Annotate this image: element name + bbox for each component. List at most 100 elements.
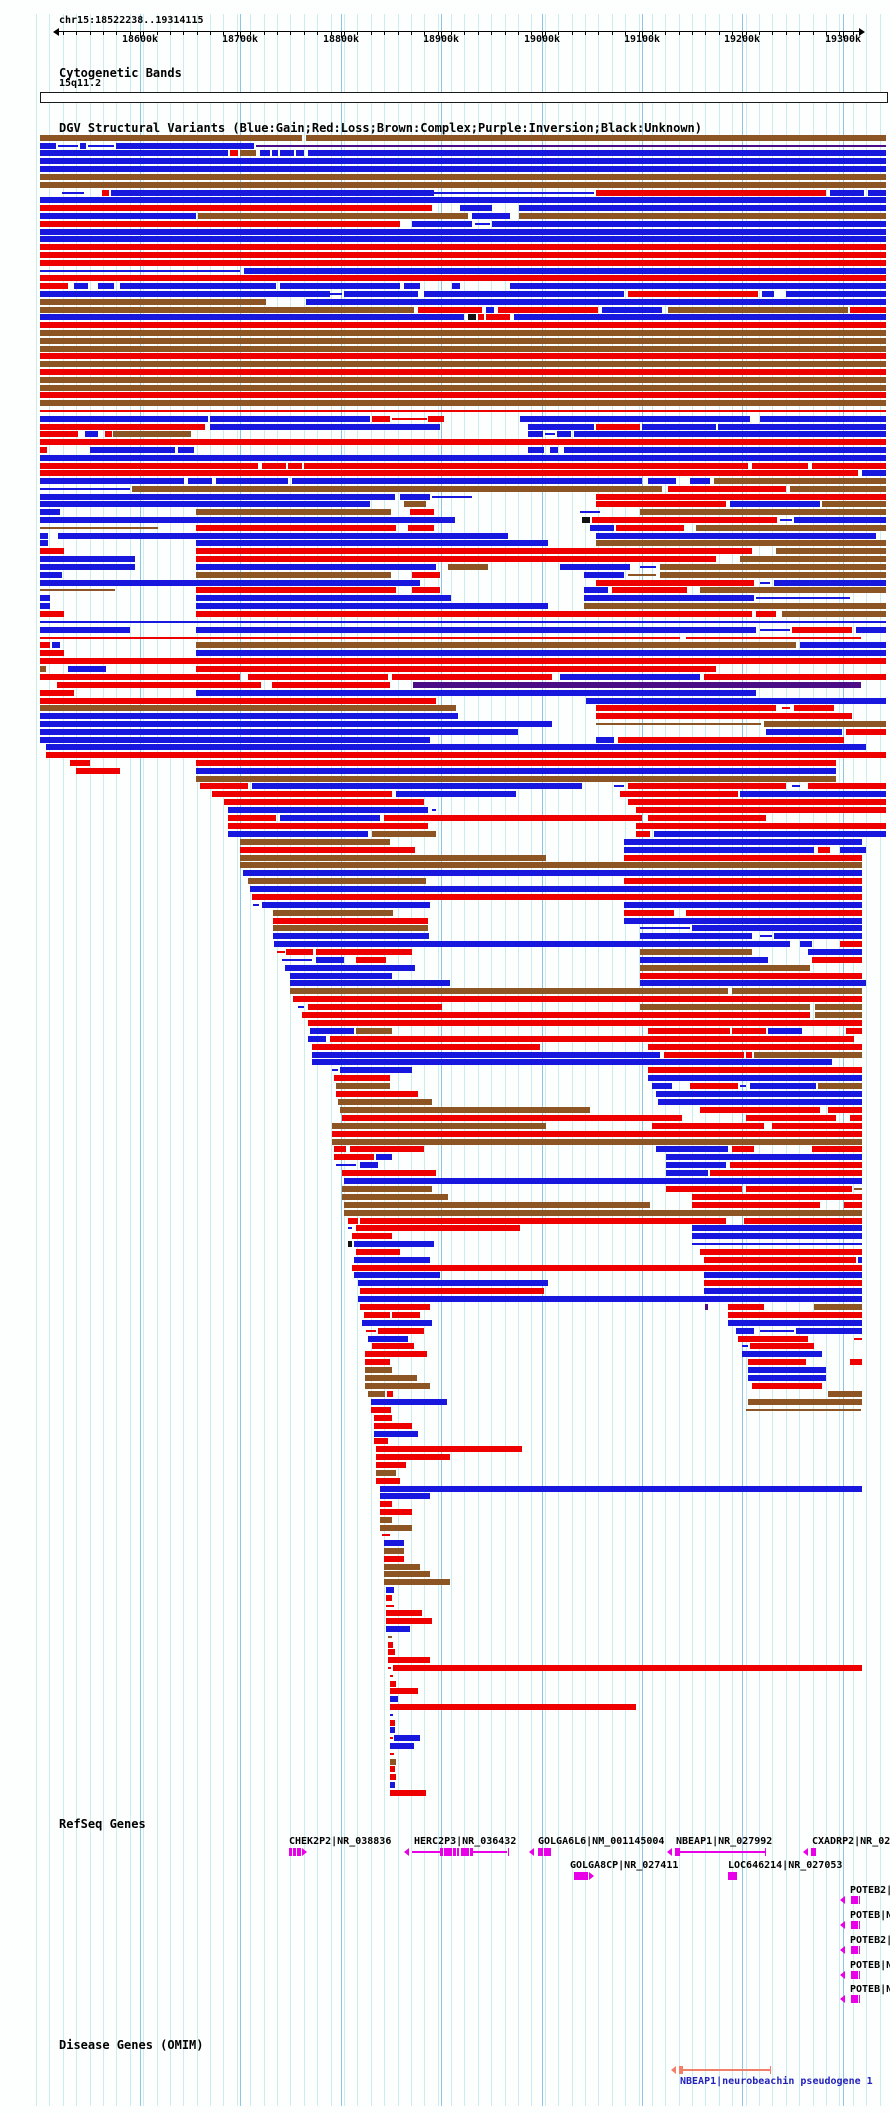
variant-segment[interactable] (46, 752, 886, 758)
variant-segment[interactable] (40, 713, 458, 719)
variant-segment[interactable] (858, 1257, 862, 1263)
variant-segment[interactable] (40, 330, 886, 336)
variant-segment[interactable] (580, 511, 600, 513)
gene-exon[interactable] (470, 1848, 473, 1856)
variant-segment[interactable] (68, 666, 106, 672)
variant-segment[interactable] (292, 478, 642, 484)
variant-segment[interactable] (390, 1688, 418, 1694)
variant-segment[interactable] (196, 525, 396, 531)
variant-segment[interactable] (386, 1626, 410, 1632)
variant-segment[interactable] (40, 548, 64, 554)
variant-segment[interactable] (365, 1367, 392, 1373)
variant-segment[interactable] (70, 760, 90, 766)
variant-segment[interactable] (228, 807, 428, 813)
variant-segment[interactable] (40, 260, 886, 266)
variant-segment[interactable] (686, 637, 861, 639)
variant-segment[interactable] (668, 486, 786, 492)
variant-segment[interactable] (228, 831, 368, 837)
variant-segment[interactable] (342, 1194, 448, 1200)
variant-segment[interactable] (510, 283, 886, 289)
variant-segment[interactable] (352, 1265, 862, 1271)
variant-segment[interactable] (730, 501, 820, 507)
variant-segment[interactable] (58, 533, 508, 539)
variant-segment[interactable] (40, 143, 56, 149)
variant-segment[interactable] (40, 463, 258, 469)
variant-segment[interactable] (40, 690, 74, 696)
variant-segment[interactable] (640, 1004, 810, 1010)
variant-segment[interactable] (286, 949, 313, 955)
variant-segment[interactable] (40, 666, 46, 672)
variant-segment[interactable] (372, 416, 390, 422)
variant-segment[interactable] (40, 658, 886, 664)
variant-segment[interactable] (330, 293, 342, 295)
variant-segment[interactable] (40, 270, 240, 272)
variant-segment[interactable] (746, 1409, 861, 1411)
variant-segment[interactable] (342, 1115, 682, 1121)
variant-segment[interactable] (85, 431, 98, 437)
variant-segment[interactable] (520, 416, 750, 422)
gene-exon[interactable] (444, 1848, 452, 1856)
variant-segment[interactable] (244, 268, 886, 274)
variant-segment[interactable] (732, 1028, 766, 1034)
variant-segment[interactable] (306, 135, 886, 141)
variant-segment[interactable] (392, 418, 427, 420)
variant-segment[interactable] (408, 525, 434, 531)
variant-segment[interactable] (200, 783, 248, 789)
variant-segment[interactable] (102, 190, 109, 196)
gene-exon[interactable] (538, 1848, 543, 1856)
variant-segment[interactable] (334, 1075, 390, 1081)
variant-segment[interactable] (862, 470, 886, 476)
variant-segment[interactable] (196, 603, 548, 609)
variant-segment[interactable] (393, 1665, 862, 1671)
variant-segment[interactable] (812, 957, 862, 963)
variant-segment[interactable] (40, 439, 886, 445)
variant-segment[interactable] (648, 1028, 730, 1034)
variant-segment[interactable] (40, 705, 456, 711)
variant-segment[interactable] (196, 642, 796, 648)
variant-segment[interactable] (380, 1517, 392, 1523)
variant-segment[interactable] (40, 470, 858, 476)
variant-segment[interactable] (312, 1044, 540, 1050)
variant-segment[interactable] (686, 910, 862, 916)
variant-segment[interactable] (596, 190, 826, 196)
variant-segment[interactable] (850, 307, 886, 313)
variant-segment[interactable] (640, 927, 690, 929)
variant-segment[interactable] (40, 737, 430, 743)
variant-segment[interactable] (692, 1243, 862, 1245)
variant-segment[interactable] (332, 1139, 862, 1145)
variant-segment[interactable] (374, 1431, 418, 1437)
variant-segment[interactable] (342, 1170, 436, 1176)
variant-segment[interactable] (384, 1579, 450, 1585)
variant-segment[interactable] (424, 291, 624, 297)
variant-segment[interactable] (366, 1330, 376, 1332)
variant-segment[interactable] (388, 1636, 392, 1638)
variant-segment[interactable] (356, 1249, 400, 1255)
gene-exon[interactable] (851, 1946, 858, 1954)
variant-segment[interactable] (746, 1052, 752, 1058)
variant-segment[interactable] (652, 1123, 764, 1129)
variant-segment[interactable] (360, 1288, 544, 1294)
variant-segment[interactable] (428, 416, 444, 422)
variant-segment[interactable] (628, 291, 758, 297)
variant-segment[interactable] (815, 1012, 862, 1018)
variant-segment[interactable] (794, 705, 834, 711)
variant-segment[interactable] (624, 855, 862, 861)
gene-label[interactable]: GOLGA8CP|NR_027411 (570, 1860, 679, 1871)
variant-segment[interactable] (316, 957, 344, 963)
variant-segment[interactable] (386, 1610, 422, 1616)
variant-segment[interactable] (412, 221, 472, 227)
variant-segment[interactable] (730, 1162, 862, 1168)
variant-segment[interactable] (596, 494, 886, 500)
variant-segment[interactable] (390, 1790, 426, 1796)
variant-segment[interactable] (40, 637, 680, 639)
variant-segment[interactable] (704, 1280, 862, 1286)
variant-segment[interactable] (640, 949, 752, 955)
variant-segment[interactable] (178, 447, 194, 453)
variant-segment[interactable] (840, 941, 862, 947)
variant-segment[interactable] (198, 213, 468, 219)
variant-segment[interactable] (740, 1085, 746, 1087)
variant-segment[interactable] (40, 447, 47, 453)
variant-segment[interactable] (818, 847, 830, 853)
gene-label[interactable]: HERC2P3|NR_036432 (414, 1836, 517, 1847)
variant-segment[interactable] (40, 650, 64, 656)
